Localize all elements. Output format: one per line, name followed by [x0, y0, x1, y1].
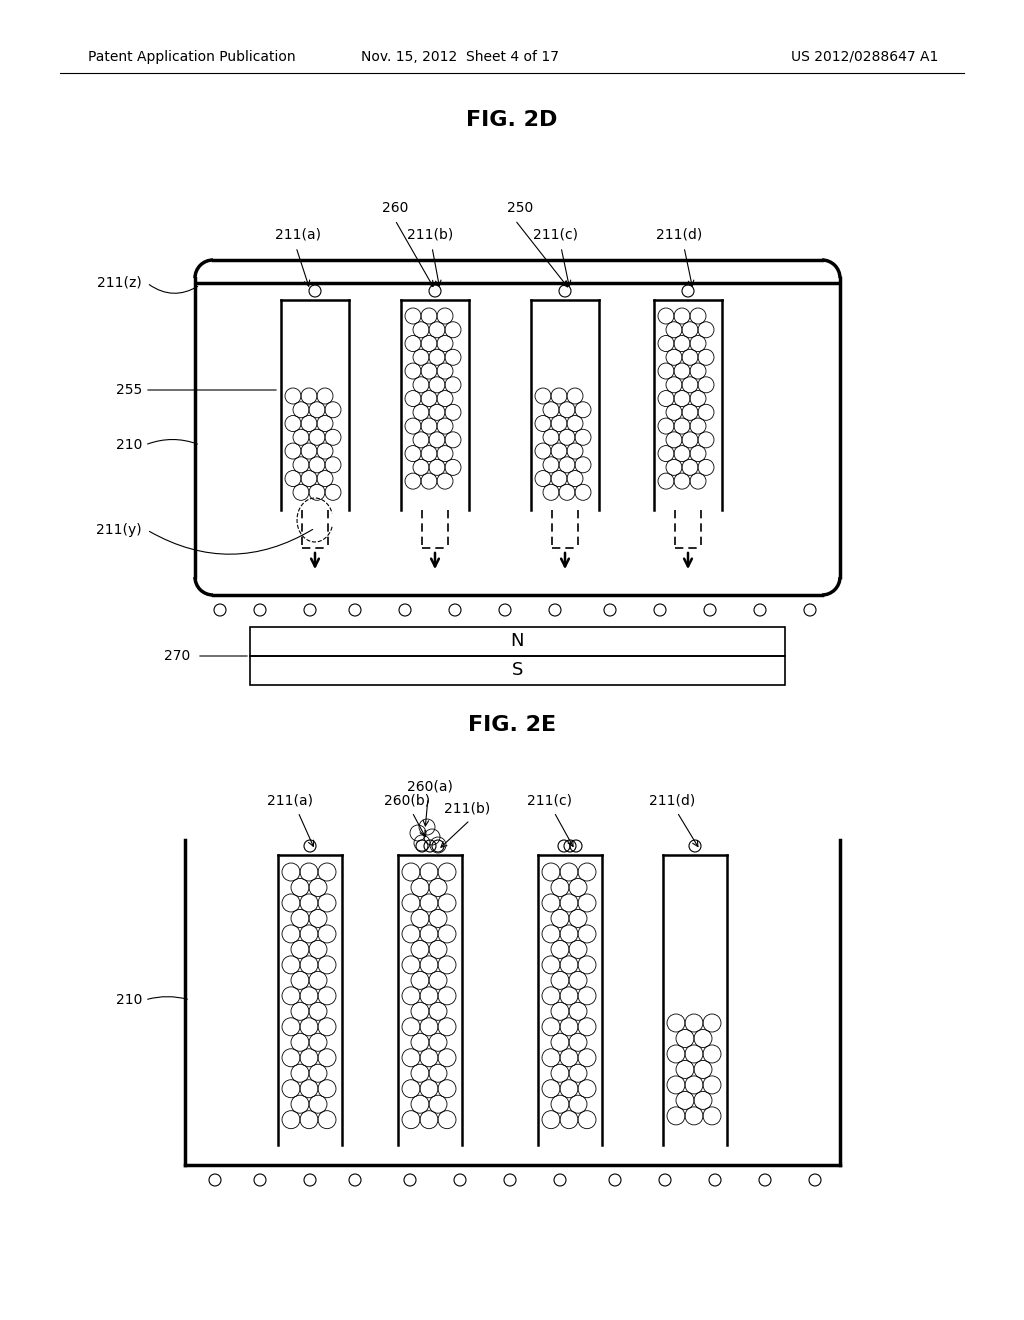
Bar — [250, 627, 785, 656]
Text: 211(b): 211(b) — [407, 228, 454, 242]
Text: 211(c): 211(c) — [534, 228, 579, 242]
Bar — [250, 656, 785, 685]
Text: FIG. 2E: FIG. 2E — [468, 715, 556, 735]
Text: 260(b): 260(b) — [384, 793, 430, 807]
Text: 211(c): 211(c) — [526, 793, 571, 807]
Text: 211(z): 211(z) — [97, 276, 142, 290]
Text: 211(y): 211(y) — [96, 523, 142, 537]
Text: 211(a): 211(a) — [267, 793, 313, 807]
Text: N: N — [511, 632, 524, 649]
Text: 260(a): 260(a) — [408, 779, 453, 793]
Text: US 2012/0288647 A1: US 2012/0288647 A1 — [791, 50, 938, 63]
Text: FIG. 2D: FIG. 2D — [466, 110, 558, 129]
Text: 211(d): 211(d) — [649, 793, 695, 807]
Text: 255: 255 — [116, 383, 142, 397]
Text: 210: 210 — [116, 438, 142, 451]
Text: 260: 260 — [382, 201, 409, 215]
Text: Patent Application Publication: Patent Application Publication — [88, 50, 296, 63]
Text: 211(d): 211(d) — [656, 228, 702, 242]
Text: 210: 210 — [116, 993, 142, 1007]
Text: 250: 250 — [507, 201, 534, 215]
Text: S: S — [512, 661, 523, 678]
Text: 270: 270 — [164, 649, 190, 663]
Text: 211(a): 211(a) — [275, 228, 321, 242]
Text: 211(b): 211(b) — [443, 801, 490, 814]
Text: Nov. 15, 2012  Sheet 4 of 17: Nov. 15, 2012 Sheet 4 of 17 — [361, 50, 559, 63]
